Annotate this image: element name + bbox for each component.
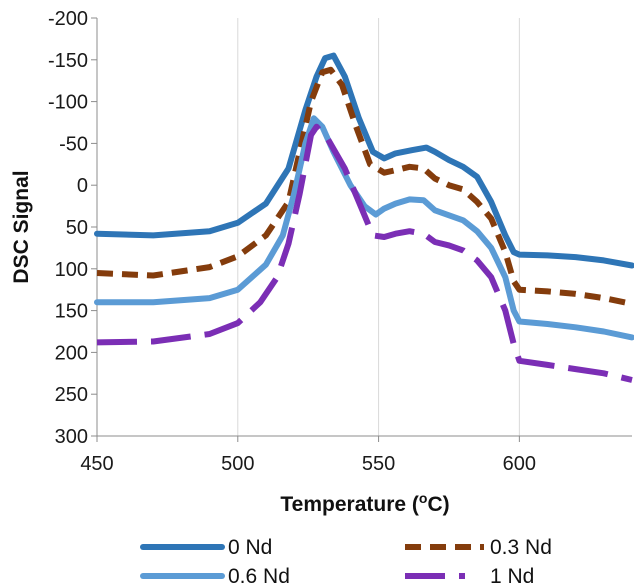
- x-tick-label-2: 550: [362, 453, 395, 475]
- y-tick-label-5: 50: [66, 217, 88, 239]
- series-layer: [94, 52, 634, 383]
- y-tick-label-2: -100: [48, 92, 88, 114]
- legend: 0 Nd 0.3 Nd 0.6 Nd 1 Nd: [140, 536, 552, 588]
- y-tick-label-10: 300: [55, 426, 88, 448]
- legend-item-0-3nd: 0.3 Nd: [405, 536, 552, 559]
- x-tick-label-3: 600: [503, 453, 536, 475]
- legend-label-0-3nd: 0.3 Nd: [490, 536, 552, 559]
- series-line-0-nd: [94, 52, 634, 269]
- y-tick-label-0: -200: [48, 8, 88, 30]
- y-tick-label-9: 250: [55, 384, 88, 406]
- x-axis-title-superscript: o: [419, 490, 428, 506]
- x-tick-label-1: 500: [221, 453, 254, 475]
- y-axis-title: DSC Signal: [10, 170, 33, 283]
- y-tick-label-3: -50: [59, 133, 88, 155]
- x-tick-label-0: 450: [80, 453, 113, 475]
- legend-item-1nd: 1 Nd: [405, 565, 534, 588]
- legend-label-0nd: 0 Nd: [228, 536, 272, 559]
- tick-labels: -200 -150 -100 -50 0 50 100 150 200 250 300 450 500 5…: [48, 8, 536, 475]
- legend-label-1nd: 1 Nd: [490, 565, 534, 588]
- legend-item-0-6nd: 0.6 Nd: [140, 565, 290, 588]
- series-line-0-3-nd: [96, 66, 633, 307]
- plot-area: [91, 17, 632, 442]
- y-tick-label-7: 150: [55, 301, 88, 323]
- x-axis-title: Temperature (oC): [280, 490, 449, 516]
- series-line-0-6-nd: [94, 115, 634, 341]
- x-axis-title-main: Temperature (: [280, 493, 418, 516]
- y-tick-label-6: 100: [55, 259, 88, 281]
- y-tick-label-4: 0: [77, 175, 88, 197]
- legend-item-0nd: 0 Nd: [140, 536, 272, 559]
- legend-label-0-6nd: 0.6 Nd: [228, 565, 290, 588]
- y-tick-label-8: 200: [55, 342, 88, 364]
- x-axis-title-tail: C): [427, 493, 449, 516]
- series-line-1-nd: [96, 123, 633, 383]
- y-tick-label-1: -150: [48, 50, 88, 72]
